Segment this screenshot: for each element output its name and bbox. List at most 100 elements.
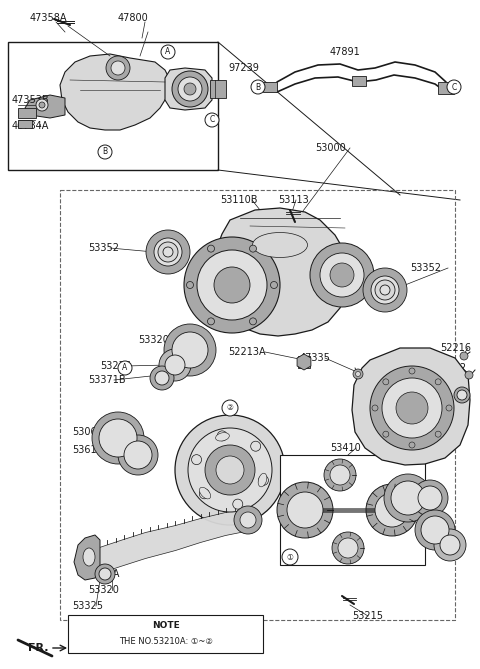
Text: 53110B: 53110B xyxy=(220,195,257,205)
Circle shape xyxy=(375,280,395,300)
Text: 47358A: 47358A xyxy=(30,13,68,23)
Circle shape xyxy=(282,549,298,565)
Text: B: B xyxy=(255,82,261,92)
FancyBboxPatch shape xyxy=(263,82,277,92)
Circle shape xyxy=(258,476,268,485)
Circle shape xyxy=(99,419,137,457)
Circle shape xyxy=(98,145,112,159)
Text: 53410: 53410 xyxy=(330,443,361,453)
Text: 47800: 47800 xyxy=(118,13,149,23)
FancyBboxPatch shape xyxy=(8,42,218,170)
Circle shape xyxy=(460,352,468,360)
Text: 53000: 53000 xyxy=(315,143,346,153)
Text: 53352: 53352 xyxy=(88,243,119,253)
Text: 53236: 53236 xyxy=(100,361,131,371)
Text: 53371B: 53371B xyxy=(88,375,126,385)
Text: 47335: 47335 xyxy=(300,353,331,363)
Text: ①: ① xyxy=(287,553,293,561)
Text: 53610C: 53610C xyxy=(72,445,109,455)
Text: 53064: 53064 xyxy=(72,427,103,437)
FancyBboxPatch shape xyxy=(280,455,425,565)
Circle shape xyxy=(234,506,262,534)
Circle shape xyxy=(99,568,111,580)
Circle shape xyxy=(338,538,358,558)
Text: 53064: 53064 xyxy=(415,515,446,525)
Circle shape xyxy=(250,245,256,252)
Circle shape xyxy=(111,61,125,75)
Circle shape xyxy=(207,318,215,325)
Text: 52212: 52212 xyxy=(435,363,466,373)
Circle shape xyxy=(287,492,323,528)
Circle shape xyxy=(332,532,364,564)
Ellipse shape xyxy=(200,487,211,499)
Circle shape xyxy=(216,456,244,484)
Circle shape xyxy=(440,535,460,555)
Text: 52213A: 52213A xyxy=(228,347,265,357)
Text: 46784A: 46784A xyxy=(12,121,49,131)
Ellipse shape xyxy=(83,548,95,566)
Circle shape xyxy=(435,379,441,385)
Circle shape xyxy=(192,455,202,465)
Circle shape xyxy=(164,324,216,376)
Circle shape xyxy=(36,99,48,111)
Circle shape xyxy=(421,516,449,544)
FancyBboxPatch shape xyxy=(210,80,226,98)
FancyBboxPatch shape xyxy=(352,76,366,86)
Circle shape xyxy=(320,253,364,297)
Text: 53610C: 53610C xyxy=(390,487,428,497)
Polygon shape xyxy=(165,68,212,110)
Text: THE NO.53210A: ①~②: THE NO.53210A: ①~② xyxy=(119,636,213,646)
Circle shape xyxy=(146,230,190,274)
Text: C: C xyxy=(451,82,456,92)
Text: 52115: 52115 xyxy=(386,435,417,445)
Circle shape xyxy=(222,400,238,416)
Circle shape xyxy=(95,564,115,584)
Circle shape xyxy=(154,238,182,266)
Circle shape xyxy=(188,428,272,512)
Circle shape xyxy=(465,371,473,379)
Circle shape xyxy=(418,486,442,510)
Polygon shape xyxy=(25,95,65,118)
Text: 53320: 53320 xyxy=(88,585,119,595)
Circle shape xyxy=(396,392,428,424)
Text: 53320A: 53320A xyxy=(138,335,176,345)
Circle shape xyxy=(106,56,130,80)
Circle shape xyxy=(353,369,363,379)
Text: 53113: 53113 xyxy=(278,195,309,205)
Circle shape xyxy=(412,480,448,516)
Text: C: C xyxy=(209,116,215,124)
Circle shape xyxy=(205,445,255,495)
Circle shape xyxy=(372,405,378,411)
Text: ②: ② xyxy=(227,403,233,413)
Text: 47353B: 47353B xyxy=(12,95,49,105)
FancyBboxPatch shape xyxy=(18,108,36,118)
Circle shape xyxy=(39,102,45,108)
Circle shape xyxy=(434,529,466,561)
Polygon shape xyxy=(74,535,100,580)
Circle shape xyxy=(155,371,169,385)
Circle shape xyxy=(383,379,389,385)
Circle shape xyxy=(233,499,243,509)
Text: 53325: 53325 xyxy=(72,601,103,611)
Circle shape xyxy=(184,83,196,95)
Circle shape xyxy=(165,355,185,375)
Circle shape xyxy=(207,245,215,252)
Circle shape xyxy=(178,77,202,101)
Text: FR.: FR. xyxy=(28,643,48,653)
Circle shape xyxy=(330,465,350,485)
Ellipse shape xyxy=(216,433,229,441)
Circle shape xyxy=(187,282,193,288)
FancyBboxPatch shape xyxy=(298,356,310,368)
FancyBboxPatch shape xyxy=(438,82,454,94)
Circle shape xyxy=(375,493,409,527)
Ellipse shape xyxy=(252,233,308,258)
Circle shape xyxy=(454,387,470,403)
Circle shape xyxy=(383,431,389,437)
Text: B: B xyxy=(102,147,108,157)
Text: A: A xyxy=(166,47,170,56)
Text: 55732: 55732 xyxy=(436,380,467,390)
Polygon shape xyxy=(60,54,170,130)
Circle shape xyxy=(457,390,467,400)
Circle shape xyxy=(363,268,407,312)
Circle shape xyxy=(240,512,256,528)
